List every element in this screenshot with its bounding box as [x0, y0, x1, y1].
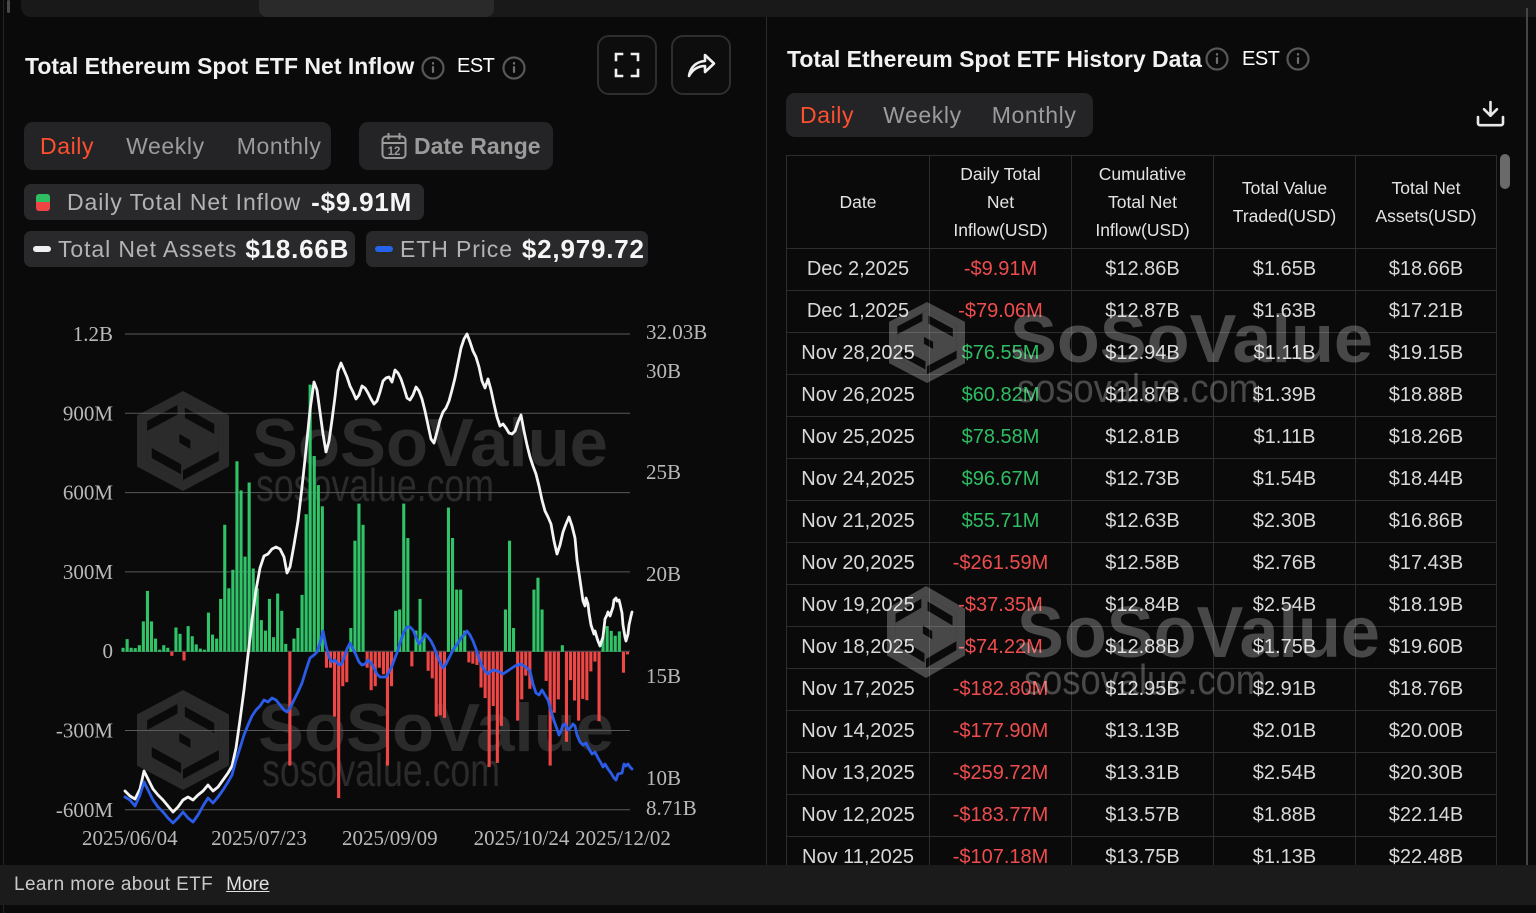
svg-text:sosovalue.com: sosovalue.com — [256, 459, 494, 511]
svg-text:8.71B: 8.71B — [646, 796, 697, 820]
svg-text:300M: 300M — [63, 560, 114, 584]
svg-text:30B: 30B — [646, 359, 681, 383]
svg-text:600M: 600M — [63, 481, 114, 505]
svg-text:sosovalue.com: sosovalue.com — [262, 744, 500, 796]
svg-text:20B: 20B — [646, 562, 681, 586]
svg-text:2025/12/02: 2025/12/02 — [575, 826, 671, 850]
svg-text:2025/06/04: 2025/06/04 — [82, 826, 178, 850]
svg-text:10B: 10B — [646, 766, 681, 790]
svg-text:32.03B: 32.03B — [646, 320, 707, 344]
svg-text:0: 0 — [103, 639, 114, 663]
svg-text:1.2B: 1.2B — [73, 322, 113, 346]
svg-text:2025/09/09: 2025/09/09 — [342, 826, 438, 850]
svg-text:2025/10/24: 2025/10/24 — [474, 826, 570, 850]
svg-text:2025/07/23: 2025/07/23 — [211, 826, 307, 850]
svg-text:900M: 900M — [63, 401, 114, 425]
svg-text:25B: 25B — [646, 460, 681, 484]
svg-text:15B: 15B — [646, 664, 681, 688]
svg-text:-600M: -600M — [56, 798, 113, 822]
svg-text:12: 12 — [388, 146, 401, 158]
svg-text:-300M: -300M — [56, 719, 113, 743]
